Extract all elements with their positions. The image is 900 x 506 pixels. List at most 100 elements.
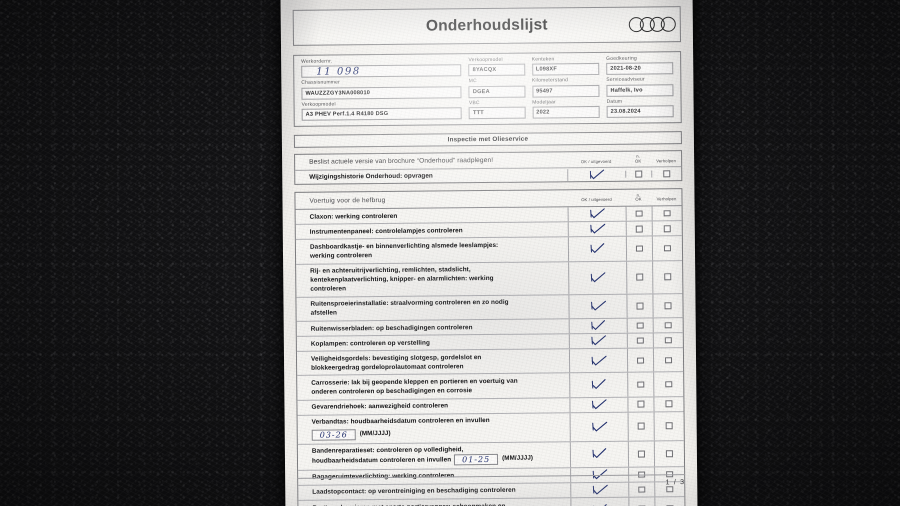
- checkbox[interactable]: [636, 245, 643, 252]
- verholpen-cell[interactable]: [652, 260, 683, 294]
- ok-uitgevoerd-cell[interactable]: [569, 397, 628, 412]
- handwritten-check-icon: [591, 448, 607, 460]
- niet-ok-cell[interactable]: [625, 236, 653, 261]
- expiry-date-field[interactable]: 01-25 (MM/JJJJ): [454, 454, 533, 466]
- field-label: Goedkeuring: [606, 56, 637, 62]
- ok-uitgevoerd-cell[interactable]: [568, 261, 627, 295]
- verholpen-cell[interactable]: [654, 497, 685, 506]
- checkbox[interactable]: [637, 337, 644, 344]
- task-line: werking controleren: [309, 252, 373, 260]
- checkbox[interactable]: [665, 380, 673, 388]
- verkoopmodel-name-input[interactable]: A3 PHEV Perf.1.4 R4180 DSG: [301, 107, 463, 121]
- checkbox[interactable]: [637, 400, 645, 408]
- checkbox[interactable]: [637, 381, 645, 388]
- checkbox[interactable]: [638, 450, 645, 458]
- checkbox[interactable]: [665, 356, 672, 364]
- verholpen-cell[interactable]: [653, 372, 684, 397]
- wijzigingshistorie-label: Wijzigingshistorie Onderhoud: opvragen: [309, 172, 433, 181]
- checkbox[interactable]: [665, 337, 672, 344]
- mc-input[interactable]: DGEA: [468, 85, 526, 98]
- kilometerstand-input[interactable]: 95497: [532, 84, 600, 98]
- ok-uitgevoerd-cell[interactable]: [568, 348, 628, 373]
- niet-ok-cell[interactable]: [625, 206, 652, 221]
- serviceadviseur-input[interactable]: Haffelk, Ivo: [606, 84, 674, 97]
- niet-ok-cell[interactable]: [626, 348, 654, 373]
- niet-ok-cell[interactable]: [627, 372, 654, 397]
- checkbox[interactable]: [664, 322, 672, 329]
- brochure-notice-text: Beslist actuele versie van brochure “Ond…: [309, 157, 494, 166]
- expiry-date-field[interactable]: 03-26 (MM/JJJJ): [311, 429, 391, 441]
- werkordernr-input[interactable]: 11 098: [301, 64, 462, 79]
- kenteken-input[interactable]: L098XF: [531, 63, 600, 76]
- niet-ok-cell[interactable]: [627, 441, 655, 467]
- wijzigingshistorie-nok-cell[interactable]: [625, 170, 652, 178]
- checkbox[interactable]: [663, 210, 671, 217]
- checkbox[interactable]: [666, 450, 673, 457]
- checkbox[interactable]: [664, 302, 672, 309]
- notice-column-headers: OK / uitgevoerd n. OK Verholpen: [567, 154, 681, 164]
- nok-line-2: OK: [634, 158, 642, 164]
- checkbox[interactable]: [636, 273, 644, 281]
- task-line: blokkeergedrag gordeloprolautomaat contr…: [311, 363, 464, 372]
- wijzigingshistorie-ok-cell[interactable]: [567, 168, 626, 181]
- checkbox[interactable]: [637, 422, 645, 430]
- verholpen-cell[interactable]: [652, 318, 683, 333]
- ok-uitgevoerd-cell[interactable]: [569, 412, 628, 441]
- checkbox[interactable]: [637, 357, 644, 364]
- verholpen-cell[interactable]: [653, 411, 684, 441]
- verholpen-cell[interactable]: [651, 206, 682, 221]
- verholpen-cell[interactable]: [652, 348, 684, 372]
- verholpen-cell[interactable]: [652, 333, 683, 348]
- checkbox[interactable]: [638, 486, 646, 493]
- niet-ok-cell[interactable]: [626, 260, 653, 294]
- expiry-date-input[interactable]: 03-26: [311, 429, 356, 441]
- niet-ok-cell[interactable]: [626, 333, 653, 348]
- verholpen-cell[interactable]: [651, 221, 682, 236]
- niet-ok-cell[interactable]: [628, 497, 655, 506]
- checkbox[interactable]: [635, 170, 643, 178]
- niet-ok-cell[interactable]: [627, 412, 654, 441]
- checkbox[interactable]: [635, 210, 643, 218]
- checklist-table: Voertuig voor de hefbrug OK / uitgevoerd…: [294, 188, 686, 506]
- chassisnummer-input[interactable]: WAUZZZGY3NA008010: [301, 86, 462, 100]
- niet-ok-cell[interactable]: [626, 318, 653, 333]
- ok-uitgevoerd-cell[interactable]: [567, 237, 627, 261]
- datum-input[interactable]: 23.08.2024: [606, 105, 674, 119]
- niet-ok-cell[interactable]: [627, 397, 654, 412]
- ok-uitgevoerd-cell[interactable]: [568, 333, 627, 349]
- checkbox[interactable]: [665, 400, 673, 408]
- niet-ok-cell[interactable]: [625, 221, 652, 237]
- modeljaar-input[interactable]: 2022: [532, 106, 600, 119]
- ok-uitgevoerd-cell[interactable]: [569, 373, 628, 397]
- checkbox[interactable]: [636, 302, 644, 310]
- checkbox[interactable]: [663, 225, 671, 232]
- expiry-date-input[interactable]: 01-25: [454, 454, 499, 466]
- verkoopmodel-code-input[interactable]: 8YACQX: [468, 64, 525, 77]
- verholpen-cell[interactable]: [653, 396, 684, 412]
- checkbox[interactable]: [635, 225, 643, 233]
- checkbox[interactable]: [665, 422, 673, 430]
- verholpen-cell[interactable]: [652, 293, 683, 318]
- ok-uitgevoerd-cell[interactable]: [568, 294, 627, 319]
- checkbox[interactable]: [664, 244, 671, 252]
- ok-uitgevoerd-cell[interactable]: [569, 441, 629, 468]
- checklist-task-text: Veiligheidsgordels: bevestiging slotgesp…: [297, 349, 569, 375]
- verholpen-cell[interactable]: [653, 440, 685, 467]
- ok-uitgevoerd-cell[interactable]: [568, 318, 627, 334]
- goedkeuring-input[interactable]: 2021-08-20: [606, 62, 674, 76]
- verholpen-cell[interactable]: [651, 236, 683, 260]
- wijzigingshistorie-verholpen-cell[interactable]: [651, 170, 682, 178]
- vbc-input[interactable]: TTT: [468, 106, 526, 120]
- checkbox[interactable]: [663, 170, 671, 178]
- ok-uitgevoerd-cell[interactable]: [567, 221, 626, 237]
- checkbox[interactable]: [636, 322, 644, 329]
- niet-ok-cell[interactable]: [626, 294, 653, 318]
- checkbox[interactable]: [664, 273, 672, 281]
- ok-uitgevoerd-cell[interactable]: [570, 497, 629, 506]
- checklist-row: Rij- en achteruitrijverlichting, remlich…: [296, 260, 683, 298]
- field-kenteken: Kenteken L098XF: [532, 57, 607, 76]
- checkbox[interactable]: [666, 485, 674, 493]
- ok-uitgevoerd-cell[interactable]: [567, 206, 626, 222]
- task-line: Gevarendriehoek: aanwezigheid controlere…: [311, 402, 449, 411]
- task-line: controleren: [310, 285, 347, 293]
